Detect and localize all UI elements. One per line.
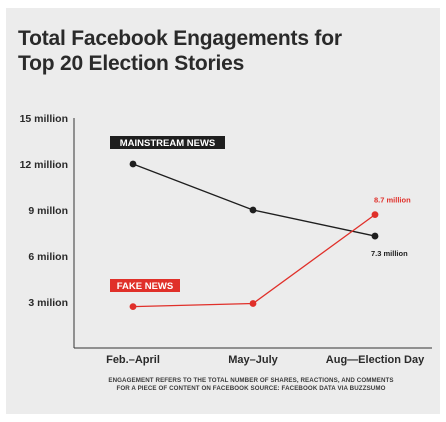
y-tick-label: 12 million xyxy=(20,159,68,171)
fake-news-tag xyxy=(110,279,180,292)
y-tick-label: 6 milion xyxy=(28,251,68,263)
fake-end-label: 8.7 million xyxy=(374,196,411,205)
fake-news-point xyxy=(371,211,379,219)
chart-title-line-1: Total Facebook Engagements for xyxy=(18,27,342,50)
y-tick-label: 3 milion xyxy=(28,297,68,309)
mainstream-news-tag-label: MAINSTREAM NEWS xyxy=(120,138,216,149)
x-tick-label: Feb.–April xyxy=(106,354,160,366)
y-tick-label: 9 millon xyxy=(28,205,68,217)
footnote-line-2: FOR A PIECE OF CONTENT ON FACEBOOK SOURC… xyxy=(116,385,386,392)
mainstream-news-line xyxy=(132,163,376,237)
fake-news-point xyxy=(249,300,257,307)
chart-card xyxy=(6,8,440,414)
fake-news-point xyxy=(129,303,137,310)
footnote-line-1: ENGAGEMENT REFERS TO THE TOTAL NUMBER OF… xyxy=(108,377,394,384)
x-tick-label: Aug—Election Day xyxy=(326,354,425,366)
chart-title: Total Facebook Engagements for Top 20 El… xyxy=(18,26,418,76)
x-tick-label: May–July xyxy=(228,354,278,366)
mainstream-news-point xyxy=(129,160,137,168)
mainstream-news-point xyxy=(371,232,379,240)
fake-news-tag-label: FAKE NEWS xyxy=(117,281,173,292)
chart-footnote: ENGAGEMENT REFERS TO THE TOTAL NUMBER OF… xyxy=(60,377,442,393)
mainstream-news-point xyxy=(249,206,257,214)
mainstream-news-tag xyxy=(110,136,225,149)
y-tick-label: 15 million xyxy=(20,113,68,125)
mainstream-end-label: 7.3 million xyxy=(371,249,408,258)
chart-title-line-2: Top 20 Election Stories xyxy=(18,52,245,75)
